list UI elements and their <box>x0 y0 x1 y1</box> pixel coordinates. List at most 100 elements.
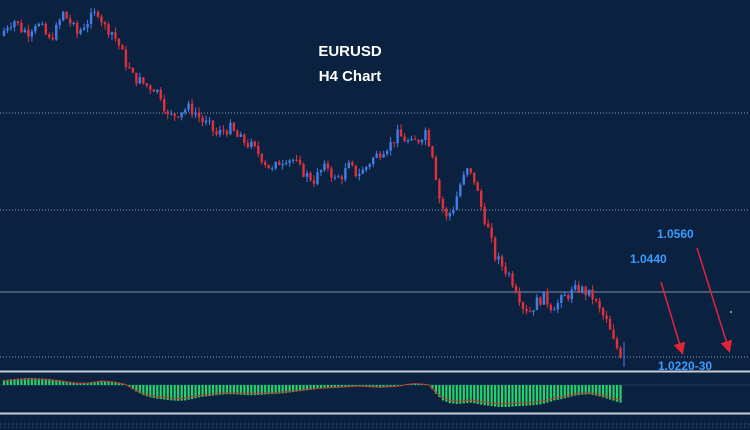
histogram-bar <box>344 385 347 388</box>
candle-body <box>302 163 305 177</box>
candle-body <box>89 12 93 24</box>
candle-body <box>358 173 361 177</box>
histogram-bar <box>58 380 61 385</box>
histogram-bar <box>326 385 330 389</box>
histogram-bar <box>131 385 134 390</box>
candle-body <box>13 21 16 28</box>
histogram-bar <box>507 385 511 407</box>
histogram-bar <box>354 385 357 387</box>
histogram-bar <box>330 385 333 389</box>
histogram-bar <box>142 385 145 396</box>
candle-body <box>612 329 615 339</box>
candle-body <box>535 297 539 311</box>
candle-body <box>584 286 587 296</box>
candle-body <box>27 29 30 37</box>
histogram-bar <box>518 385 521 407</box>
histogram-bar <box>51 379 54 385</box>
candle-body <box>65 11 68 19</box>
histogram-bar <box>16 378 20 385</box>
candle-body <box>291 159 295 161</box>
candle-body <box>546 291 549 305</box>
candle-body <box>215 131 218 135</box>
candle-body <box>316 172 319 184</box>
histogram-bar <box>386 385 389 388</box>
histogram-bar <box>615 385 619 402</box>
candle-body <box>20 22 23 33</box>
histogram-bar <box>438 385 441 398</box>
candle-body <box>486 223 490 228</box>
histogram-bar <box>316 385 319 389</box>
candle-body <box>406 140 410 142</box>
candle-body <box>479 190 483 208</box>
histogram-bar <box>37 378 40 385</box>
histogram-bar <box>434 385 438 394</box>
level-label-1-0440: 1.0440 <box>630 252 667 266</box>
candle-body <box>236 130 239 137</box>
histogram-bar <box>204 385 208 397</box>
histogram-bar <box>34 378 37 385</box>
candle-body <box>16 21 20 23</box>
histogram-bar <box>152 385 155 398</box>
histogram-bar <box>602 385 605 398</box>
histogram-bar <box>494 385 497 407</box>
candle-body <box>410 138 413 141</box>
oscillator-signal-line <box>3 378 621 405</box>
candle-body <box>295 159 298 161</box>
histogram-bar <box>483 385 486 406</box>
histogram-bar <box>13 379 16 385</box>
candle-body <box>605 315 608 319</box>
histogram-bar <box>215 385 218 396</box>
candle-body <box>82 27 86 30</box>
candle-body <box>354 165 357 177</box>
candle-body <box>392 142 396 144</box>
candle-body <box>598 300 601 309</box>
candle-body <box>608 318 612 330</box>
histogram-bar <box>229 385 232 395</box>
histogram-bar <box>521 385 525 406</box>
candle-body <box>281 163 284 166</box>
candle-body <box>239 134 243 137</box>
candle-body <box>138 77 142 84</box>
candle-body <box>110 32 114 35</box>
candle-body <box>197 112 201 118</box>
histogram-bar <box>250 385 253 396</box>
candle-body <box>490 227 493 238</box>
candle-body <box>438 179 441 199</box>
histogram-bar <box>382 385 385 388</box>
candle-body <box>180 112 183 118</box>
histogram-bar <box>86 382 89 385</box>
histogram-bar <box>65 381 68 385</box>
candlestick-series <box>2 7 625 367</box>
histogram-bar <box>83 382 86 385</box>
candle-body <box>483 207 486 224</box>
histogram-bar <box>170 385 173 401</box>
candle-body <box>431 146 434 158</box>
candle-body <box>518 292 521 303</box>
candle-body <box>121 45 124 50</box>
histogram-bar <box>121 383 124 385</box>
histogram-bar <box>591 385 594 395</box>
candle-body <box>476 182 479 191</box>
candle-body <box>117 38 121 46</box>
histogram-bar <box>577 385 580 396</box>
candle-body <box>253 141 256 146</box>
histogram-bar <box>535 385 539 405</box>
histogram-bar <box>62 380 65 385</box>
candle-body <box>375 153 378 158</box>
histogram-bar <box>180 385 183 401</box>
candle-body <box>514 285 518 293</box>
candle-body <box>532 310 535 312</box>
histogram-bar <box>553 385 556 401</box>
histogram-bar <box>156 385 159 399</box>
candle-body <box>574 284 577 290</box>
histogram-bar <box>267 385 270 395</box>
candle-body <box>173 113 176 117</box>
candle-body <box>372 157 375 165</box>
candle-body <box>577 284 580 292</box>
histogram-bar <box>145 385 148 397</box>
histogram-bar <box>197 385 201 398</box>
candle-body <box>424 130 427 140</box>
candle-body <box>79 29 82 34</box>
candle-body <box>288 160 291 163</box>
